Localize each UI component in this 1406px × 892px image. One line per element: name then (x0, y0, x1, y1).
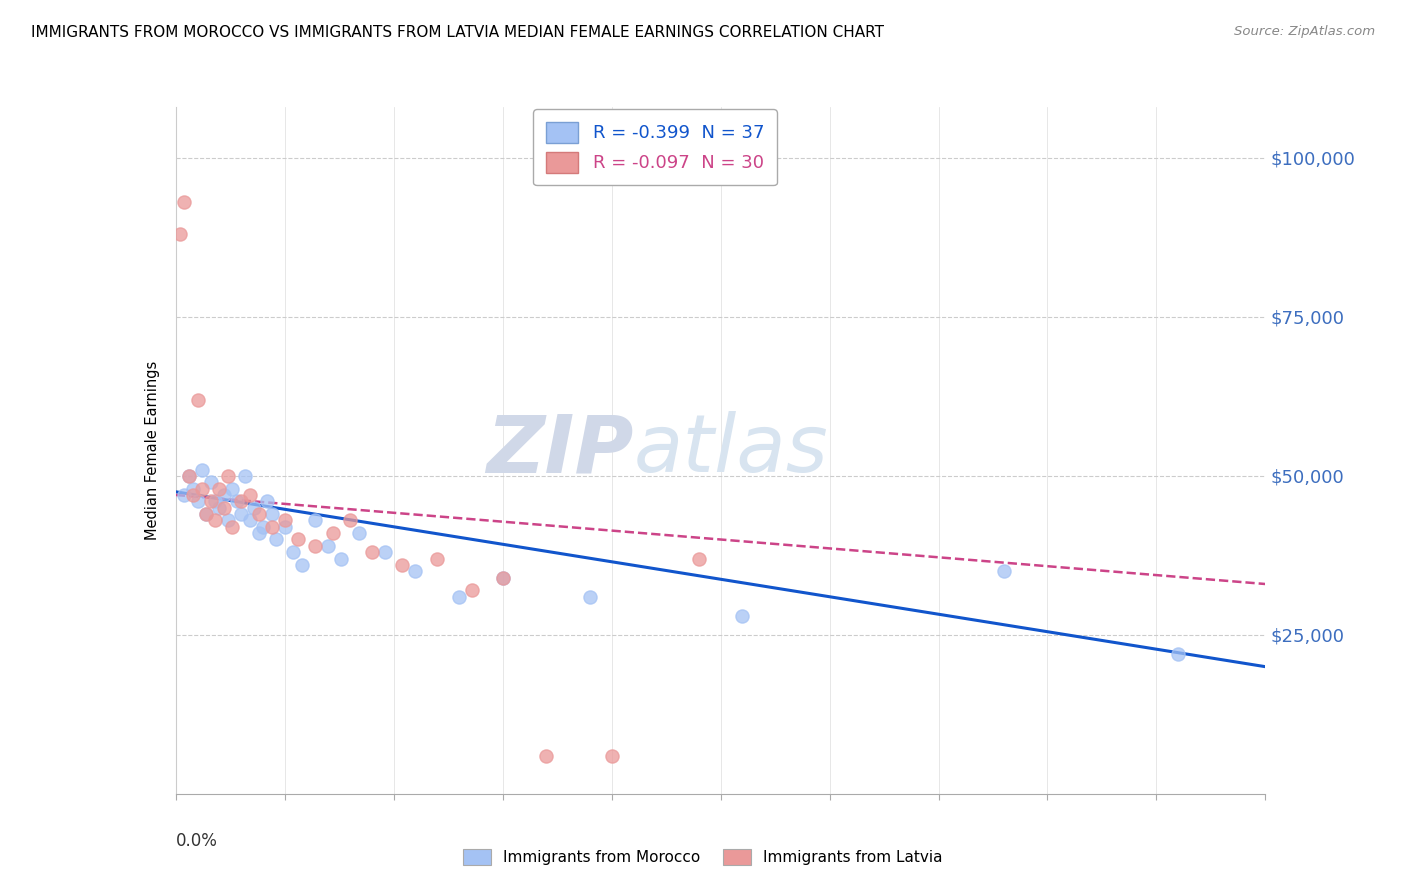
Y-axis label: Median Female Earnings: Median Female Earnings (145, 361, 160, 540)
Point (181, 482, 204, 496)
Point (177, 469, 200, 483)
Point (243, 500, 266, 515)
Point (195, 507, 218, 521)
Point (492, 571, 515, 585)
Text: Source: ZipAtlas.com: Source: ZipAtlas.com (1234, 25, 1375, 38)
Point (287, 533, 309, 547)
Point (339, 513, 361, 527)
Point (217, 469, 239, 483)
Point (600, 748, 623, 763)
Point (212, 488, 235, 502)
Point (231, 507, 253, 521)
Point (405, 564, 427, 578)
Point (186, 494, 209, 508)
Point (212, 500, 235, 515)
Point (304, 513, 326, 527)
Point (360, 545, 382, 559)
Point (191, 482, 214, 496)
Point (330, 551, 353, 566)
Point (195, 507, 218, 521)
Point (374, 545, 396, 559)
Point (204, 494, 226, 508)
Point (208, 482, 231, 496)
Point (204, 513, 226, 527)
Point (191, 462, 214, 476)
Point (231, 494, 253, 508)
Point (239, 513, 262, 527)
Point (173, 195, 195, 210)
Point (256, 494, 278, 508)
Point (173, 488, 195, 502)
Point (274, 520, 297, 534)
Point (217, 513, 239, 527)
Point (283, 545, 305, 559)
Point (247, 526, 270, 541)
Point (221, 520, 243, 534)
Text: atlas: atlas (633, 411, 828, 490)
Point (731, 608, 754, 623)
Point (579, 590, 602, 604)
Point (225, 494, 247, 508)
Point (461, 583, 484, 598)
Point (181, 488, 204, 502)
Point (264, 533, 287, 547)
Point (252, 520, 274, 534)
Point (208, 500, 231, 515)
Point (534, 748, 557, 763)
Point (186, 392, 209, 407)
Point (318, 539, 340, 553)
Point (200, 494, 222, 508)
Point (304, 539, 326, 553)
Point (492, 571, 515, 585)
Point (177, 469, 200, 483)
Point (688, 551, 710, 566)
Point (200, 475, 222, 490)
Point (1167, 647, 1189, 661)
Text: IMMIGRANTS FROM MOROCCO VS IMMIGRANTS FROM LATVIA MEDIAN FEMALE EARNINGS CORRELA: IMMIGRANTS FROM MOROCCO VS IMMIGRANTS FR… (31, 25, 884, 40)
Point (322, 526, 344, 541)
Point (221, 482, 243, 496)
Point (274, 513, 297, 527)
Legend: Immigrants from Morocco, Immigrants from Latvia: Immigrants from Morocco, Immigrants from… (457, 843, 949, 871)
Point (235, 469, 257, 483)
Text: ZIP: ZIP (486, 411, 633, 490)
Point (260, 507, 283, 521)
Point (239, 488, 262, 502)
Point (247, 507, 270, 521)
Text: 0.0%: 0.0% (176, 831, 218, 850)
Point (260, 520, 283, 534)
Point (347, 526, 370, 541)
Legend: R = -0.399  N = 37, R = -0.097  N = 30: R = -0.399 N = 37, R = -0.097 N = 30 (533, 109, 778, 186)
Point (447, 590, 470, 604)
Point (169, 227, 191, 242)
Point (291, 558, 314, 572)
Point (993, 564, 1015, 578)
Point (391, 558, 413, 572)
Point (426, 551, 449, 566)
